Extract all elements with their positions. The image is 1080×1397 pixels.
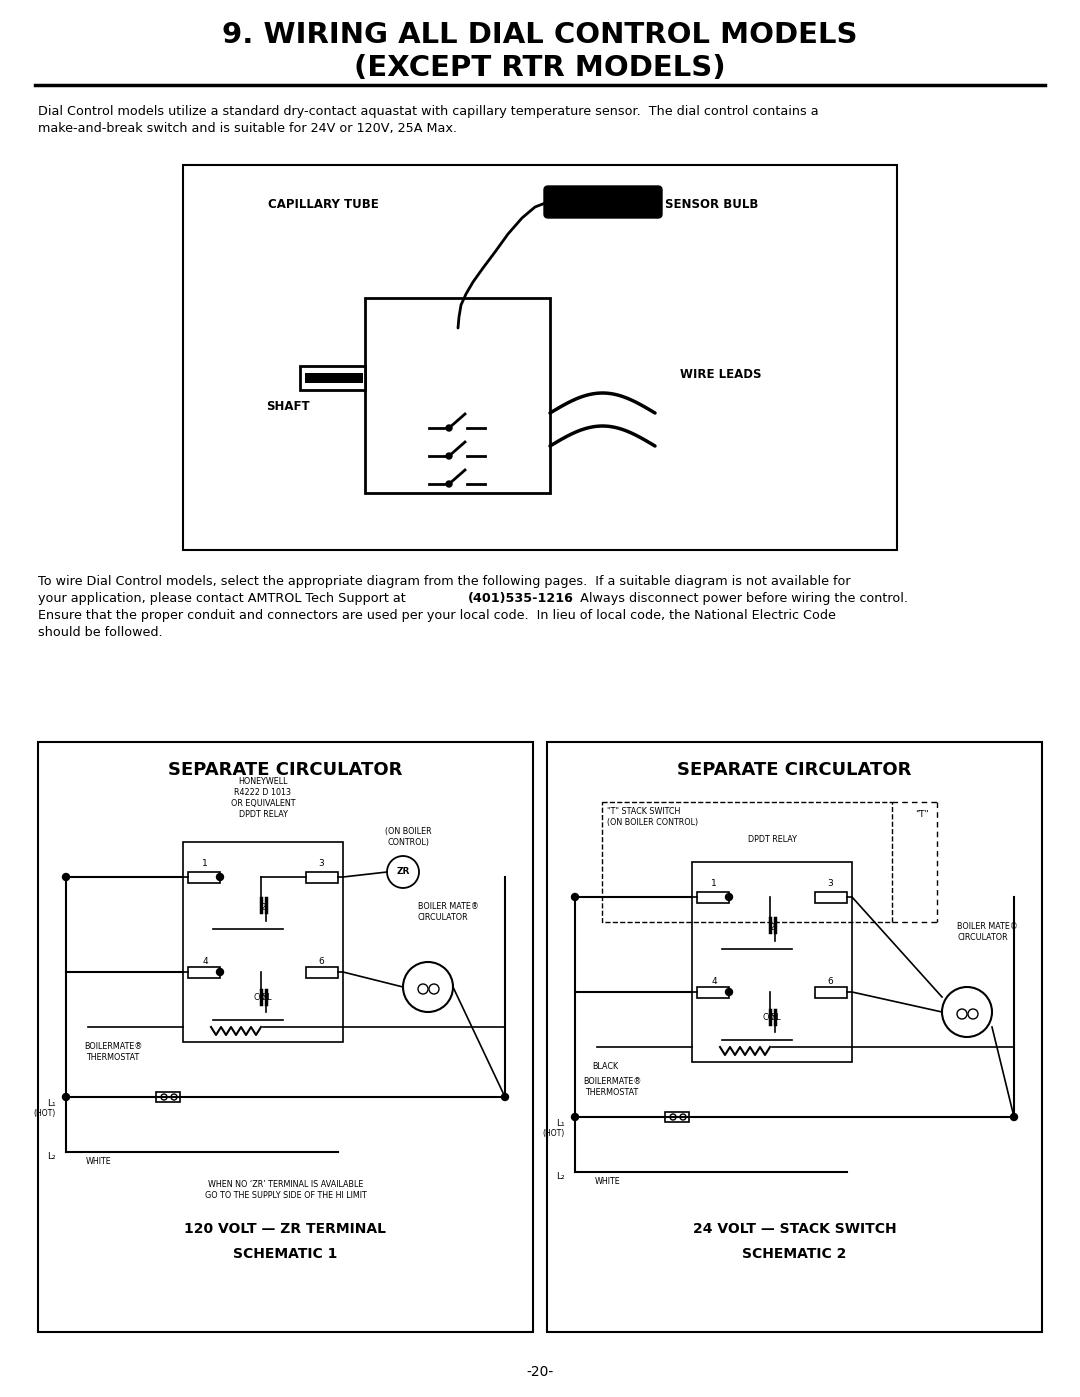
Text: SCHEMATIC 2: SCHEMATIC 2 [742, 1248, 847, 1261]
Text: 5: 5 [260, 992, 266, 1002]
Text: L₁: L₁ [48, 1099, 56, 1108]
Text: DPDT RELAY: DPDT RELAY [747, 835, 796, 844]
Text: 1: 1 [711, 880, 717, 888]
Text: 3: 3 [319, 859, 324, 869]
Text: BOILER MATE®
CIRCULATOR: BOILER MATE® CIRCULATOR [957, 922, 1017, 942]
Text: BOILER MATE®
CIRCULATOR: BOILER MATE® CIRCULATOR [418, 902, 478, 922]
Circle shape [446, 453, 453, 460]
Text: 3: 3 [827, 880, 833, 888]
Text: SCHEMATIC 1: SCHEMATIC 1 [233, 1248, 338, 1261]
Circle shape [571, 1113, 579, 1120]
Text: WHEN NO ‘ZR’ TERMINAL IS AVAILABLE
GO TO THE SUPPLY SIDE OF THE HI LIMIT: WHEN NO ‘ZR’ TERMINAL IS AVAILABLE GO TO… [204, 1180, 366, 1200]
Text: L₂: L₂ [556, 1172, 565, 1180]
Text: SENSOR BULB: SENSOR BULB [665, 198, 758, 211]
Text: (HOT): (HOT) [33, 1109, 56, 1118]
Text: To wire Dial Control models, select the appropriate diagram from the following p: To wire Dial Control models, select the … [38, 576, 851, 588]
Bar [156, 1092, 180, 1102]
Bar [183, 165, 897, 550]
Text: BLACK: BLACK [592, 1062, 618, 1071]
Text: SHAFT: SHAFT [266, 400, 310, 414]
Text: your application, please contact AMTROL Tech Support at: your application, please contact AMTROL … [38, 592, 409, 605]
Bar [546, 742, 1042, 1331]
Bar [188, 967, 220, 978]
Text: 2: 2 [260, 902, 266, 911]
Text: Ensure that the proper conduit and connectors are used per your local code.  In : Ensure that the proper conduit and conne… [38, 609, 836, 622]
Text: (EXCEPT RTR MODELS): (EXCEPT RTR MODELS) [354, 54, 726, 82]
Text: make-and-break switch and is suitable for 24V or 120V, 25A Max.: make-and-break switch and is suitable fo… [38, 122, 457, 136]
Text: HONEYWELL
R4222 D 1013
OR EQUIVALENT
DPDT RELAY: HONEYWELL R4222 D 1013 OR EQUIVALENT DPD… [231, 777, 295, 819]
Text: should be followed.: should be followed. [38, 626, 163, 638]
Text: WHITE: WHITE [595, 1178, 621, 1186]
Text: (ON BOILER
CONTROL): (ON BOILER CONTROL) [384, 827, 431, 847]
Bar [815, 891, 847, 902]
Circle shape [726, 989, 732, 996]
Text: BOILERMATE®
THERMOSTAT: BOILERMATE® THERMOSTAT [583, 1077, 642, 1097]
Circle shape [571, 894, 579, 901]
Text: L₂: L₂ [48, 1153, 56, 1161]
Circle shape [726, 894, 732, 901]
Text: 4: 4 [712, 978, 717, 986]
Text: 24 VOLT — STACK SWITCH: 24 VOLT — STACK SWITCH [692, 1222, 896, 1236]
Circle shape [1011, 1113, 1017, 1120]
Text: "T": "T" [915, 810, 929, 819]
Text: 4: 4 [202, 957, 207, 967]
Bar [306, 967, 338, 978]
Text: 1: 1 [202, 859, 207, 869]
Text: 6: 6 [319, 957, 324, 967]
Text: 120 VOLT — ZR TERMINAL: 120 VOLT — ZR TERMINAL [185, 1222, 387, 1236]
Text: WIRE LEADS: WIRE LEADS [680, 369, 761, 381]
Circle shape [942, 988, 993, 1037]
Bar [38, 742, 534, 1331]
Text: ZR: ZR [396, 868, 409, 876]
Text: SEPARATE CIRCULATOR: SEPARATE CIRCULATOR [677, 761, 912, 780]
Text: (HOT): (HOT) [543, 1129, 565, 1139]
Bar [815, 986, 847, 997]
Bar [365, 298, 550, 493]
Circle shape [446, 481, 453, 488]
Circle shape [63, 1094, 69, 1101]
Circle shape [446, 425, 453, 432]
Text: 5: 5 [769, 1013, 774, 1021]
Bar [188, 872, 220, 883]
Text: CAPILLARY TUBE: CAPILLARY TUBE [268, 198, 379, 211]
FancyBboxPatch shape [544, 186, 662, 218]
Text: 6: 6 [827, 978, 833, 986]
Bar [697, 891, 729, 902]
Text: "T" STACK SWITCH
(ON BOILER CONTROL): "T" STACK SWITCH (ON BOILER CONTROL) [607, 807, 698, 827]
Text: .  Always disconnect power before wiring the control.: . Always disconnect power before wiring … [568, 592, 908, 605]
Circle shape [216, 873, 224, 880]
Text: Dial Control models utilize a standard dry-contact aquastat with capillary tempe: Dial Control models utilize a standard d… [38, 105, 819, 117]
Circle shape [63, 873, 69, 880]
Bar [300, 366, 365, 390]
Text: COIL: COIL [254, 993, 272, 1002]
Text: L₁: L₁ [556, 1119, 565, 1127]
Bar [183, 842, 343, 1042]
Text: 2: 2 [769, 922, 774, 932]
Circle shape [403, 963, 453, 1011]
Bar [665, 1112, 689, 1122]
Text: (401)535-1216: (401)535-1216 [468, 592, 573, 605]
Text: SEPARATE CIRCULATOR: SEPARATE CIRCULATOR [168, 761, 403, 780]
Circle shape [216, 968, 224, 975]
Text: WHITE: WHITE [86, 1157, 111, 1166]
Bar [305, 373, 363, 383]
Text: COIL: COIL [762, 1013, 781, 1023]
Bar [697, 986, 729, 997]
Text: 9. WIRING ALL DIAL CONTROL MODELS: 9. WIRING ALL DIAL CONTROL MODELS [222, 21, 858, 49]
Text: -20-: -20- [526, 1365, 554, 1379]
Circle shape [501, 1094, 509, 1101]
Bar [602, 802, 892, 922]
Circle shape [387, 856, 419, 888]
Bar [692, 862, 852, 1062]
Text: BOILERMATE®
THERMOSTAT: BOILERMATE® THERMOSTAT [84, 1042, 143, 1062]
Bar [306, 872, 338, 883]
